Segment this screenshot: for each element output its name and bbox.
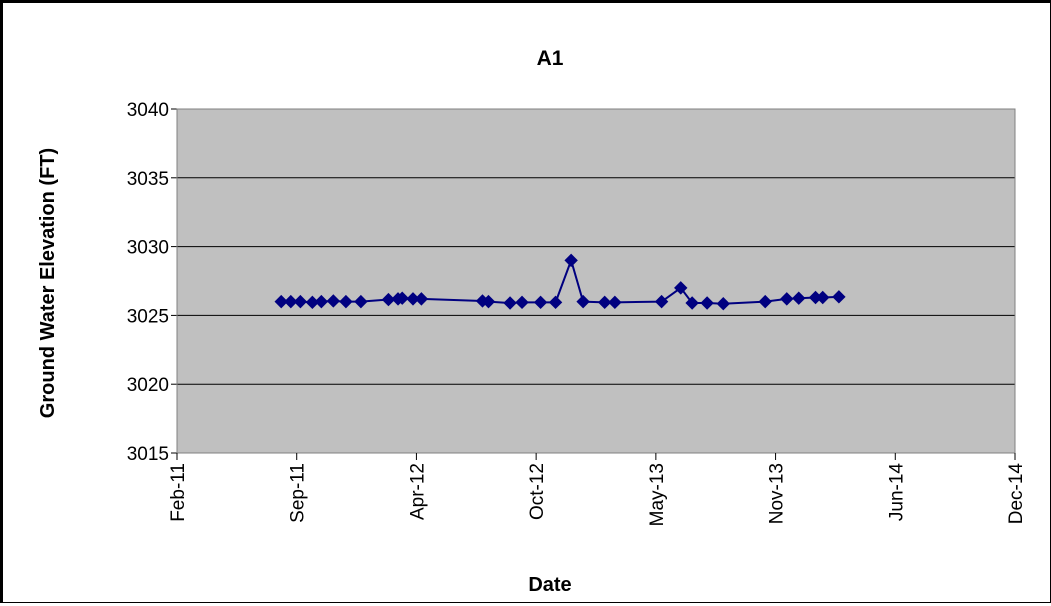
- x-tick-label: Nov-13: [767, 463, 788, 524]
- data-point: [284, 294, 298, 309]
- data-point: [326, 294, 341, 308]
- data-point: [700, 296, 714, 310]
- data-point: [274, 294, 288, 309]
- data-point: [414, 292, 429, 306]
- data-point: [339, 294, 353, 309]
- y-axis-label: Ground Water Elevation (FT): [37, 148, 59, 418]
- x-tick-label: Sep-11: [288, 463, 309, 523]
- x-tick-label: Apr-12: [407, 463, 428, 520]
- axes: [176, 108, 1016, 454]
- plot-area: [177, 109, 1015, 453]
- data-point: [533, 295, 548, 310]
- series-group: [274, 253, 846, 311]
- y-tick-label: 3030: [127, 238, 169, 259]
- data-point: [816, 290, 830, 305]
- y-tick-label: 3015: [127, 444, 169, 465]
- chart-title: A1: [537, 47, 564, 70]
- x-axis-label: Date: [528, 574, 571, 596]
- data-point: [832, 290, 846, 304]
- y-tick-labels: 3015 3020 3025 3030 3035 3040: [127, 100, 169, 465]
- data-point: [564, 253, 578, 268]
- data-point: [674, 281, 688, 295]
- data-point: [576, 294, 590, 309]
- data-point: [608, 295, 622, 310]
- data-point: [503, 296, 517, 310]
- x-tick-label: Oct-12: [527, 463, 548, 520]
- data-point: [654, 294, 669, 309]
- plot-border: [176, 108, 1016, 454]
- y-tick-label: 3020: [127, 375, 169, 396]
- x-tick-label: Feb-11: [168, 463, 189, 522]
- data-point: [395, 291, 409, 305]
- data-point: [780, 292, 794, 306]
- data-point: [293, 294, 308, 309]
- data-point: [792, 291, 806, 305]
- chart-svg: 3015 3020 3025 3030 3035 3040 Feb-11 Sep-11 Apr…: [37, 47, 1027, 596]
- data-point: [597, 295, 612, 310]
- data-point: [481, 294, 496, 309]
- x-tick-labels: Feb-11 Sep-11 Apr-12 Oct-12 May-13 Nov-13 Jun-…: [168, 453, 1027, 526]
- x-tick-label: Dec-14: [1006, 463, 1027, 525]
- y-tick-label: 3035: [127, 169, 169, 190]
- data-point: [381, 292, 396, 307]
- x-tick-label: Jun-14: [886, 463, 907, 522]
- data-point: [314, 294, 329, 309]
- data-point: [685, 296, 699, 310]
- data-point: [716, 296, 730, 311]
- data-point: [758, 294, 772, 309]
- y-tick-label: 3040: [127, 100, 169, 121]
- x-tick-label: May-13: [647, 463, 668, 526]
- y-tick-label: 3025: [127, 306, 169, 327]
- data-point: [354, 294, 368, 309]
- data-point: [515, 295, 529, 310]
- data-point: [548, 295, 563, 310]
